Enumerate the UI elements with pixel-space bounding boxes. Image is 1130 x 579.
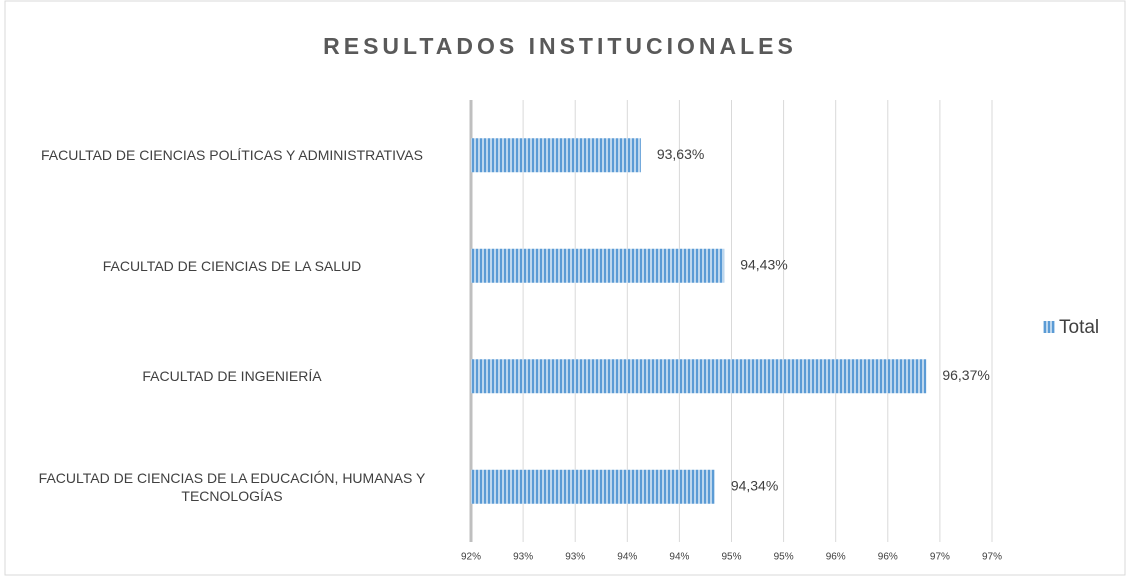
- x-tick-label: 94%: [617, 552, 637, 563]
- bar: [471, 248, 725, 283]
- x-tick-label: 96%: [826, 552, 846, 563]
- x-tick-label: 95%: [721, 552, 741, 563]
- legend-swatch: [1043, 321, 1055, 333]
- y-tick-label: FACULTAD DE CIENCIAS DE LA EDUCACIÓN, HU…: [38, 469, 426, 504]
- bar: [471, 469, 715, 504]
- y-tick-label: FACULTAD DE INGENIERÍA: [142, 368, 322, 385]
- x-tick-label: 96%: [878, 552, 898, 563]
- y-tick-label: FACULTAD DE CIENCIAS POLÍTICAS Y ADMINIS…: [41, 147, 423, 164]
- x-tick-label: 94%: [669, 552, 689, 563]
- bar: [471, 359, 927, 394]
- y-tick-label: FACULTAD DE CIENCIAS DE LA SALUD: [102, 257, 362, 274]
- x-tick-label: 95%: [774, 552, 794, 563]
- x-tick-label: 97%: [930, 552, 950, 563]
- bar: [471, 138, 641, 173]
- chart-title: RESULTADOS INSTITUCIONALES: [323, 33, 797, 59]
- x-tick-label: 93%: [565, 552, 585, 563]
- legend-label: Total: [1059, 317, 1099, 338]
- x-tick-label: 97%: [982, 552, 1002, 563]
- data-label: 93,63%: [657, 146, 704, 162]
- x-tick-label: 93%: [513, 552, 533, 563]
- chart-border: [4, 0, 1126, 576]
- data-label: 94,43%: [740, 256, 787, 272]
- data-label: 96,37%: [942, 367, 989, 383]
- data-label: 94,34%: [731, 477, 778, 493]
- x-tick-label: 92%: [461, 552, 481, 563]
